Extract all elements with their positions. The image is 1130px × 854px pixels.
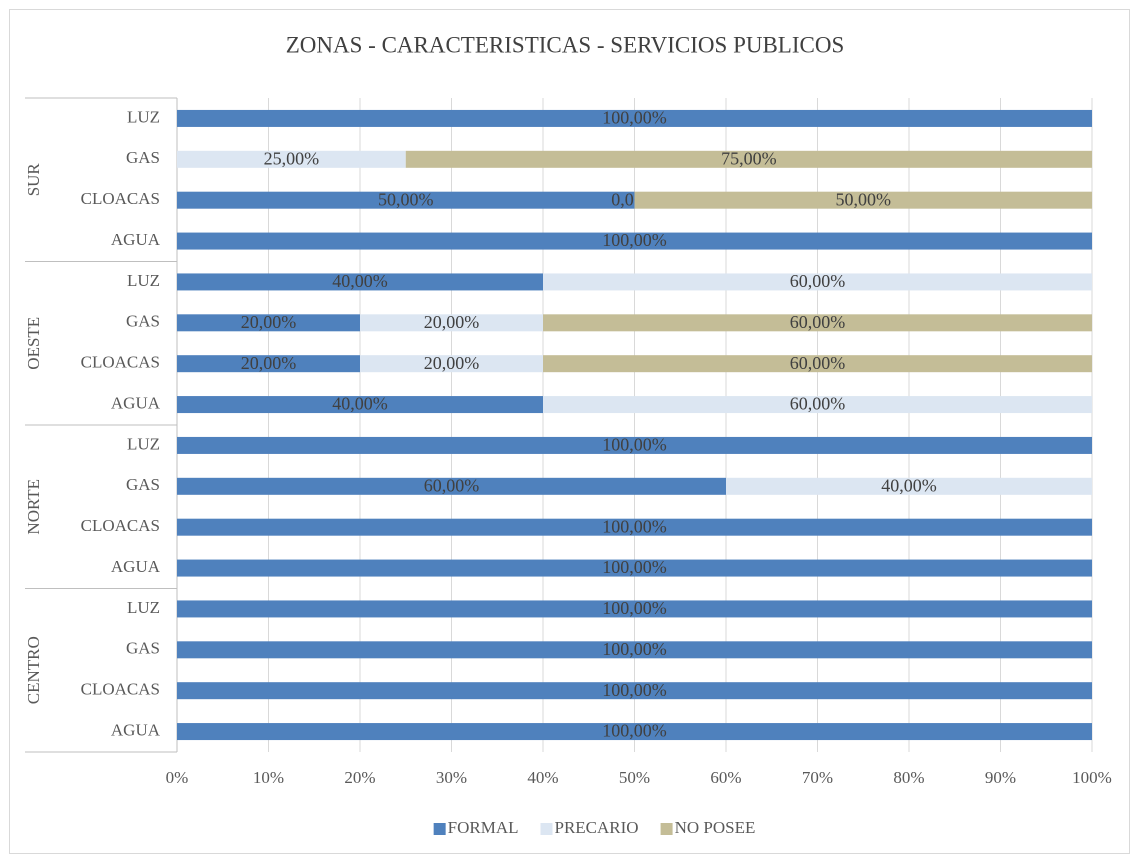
y-tick-label: GAS xyxy=(126,475,160,494)
x-tick-label: 100% xyxy=(1072,768,1112,787)
data-label: 100,00% xyxy=(602,108,667,128)
x-tick-label: 60% xyxy=(710,768,741,787)
x-tick-label: 0% xyxy=(166,768,189,787)
x-tick-label: 50% xyxy=(619,768,650,787)
legend-swatch xyxy=(540,823,553,835)
data-label: 20,00% xyxy=(424,353,480,373)
data-label: 20,00% xyxy=(241,312,297,332)
chart-border xyxy=(9,9,1130,854)
y-tick-label: CLOACAS xyxy=(81,353,160,372)
group-label: SUR xyxy=(24,163,43,197)
data-label: 100,00% xyxy=(602,721,667,741)
data-label: 100,00% xyxy=(602,435,667,455)
bar-segment xyxy=(177,600,1092,618)
data-label: 20,00% xyxy=(241,353,297,373)
bar-segment xyxy=(360,355,543,373)
data-label: 25,00% xyxy=(264,148,320,168)
data-label: 20,00% xyxy=(424,312,480,332)
bar-segment xyxy=(360,314,543,332)
legend-swatch xyxy=(433,823,446,835)
y-tick-label: AGUA xyxy=(111,720,161,739)
x-tick-label: 80% xyxy=(893,768,924,787)
data-label: 75,00% xyxy=(721,148,777,168)
x-tick-label: 70% xyxy=(802,768,833,787)
x-tick-label: 20% xyxy=(344,768,375,787)
data-label: 60,00% xyxy=(790,353,846,373)
bar-segment xyxy=(177,273,543,291)
data-label: 50,00% xyxy=(378,189,434,209)
data-label: 100,00% xyxy=(602,639,667,659)
bar-segment xyxy=(177,355,360,373)
chart-title: ZONAS - CARACTERISTICAS - SERVICIOS PUBL… xyxy=(286,32,845,57)
legend-item: NO POSEE xyxy=(660,818,756,837)
bar-segment xyxy=(177,682,1092,700)
y-tick-label: AGUA xyxy=(111,393,161,412)
data-label: 60,00% xyxy=(424,475,480,495)
data-label: 40,00% xyxy=(881,475,937,495)
legend-item: FORMAL xyxy=(433,818,519,837)
y-tick-label: LUZ xyxy=(127,271,160,290)
bar-segment xyxy=(177,559,1092,577)
x-tick-label: 10% xyxy=(253,768,284,787)
data-label: 60,00% xyxy=(790,312,846,332)
bar-segment xyxy=(543,355,1092,373)
bar-segment xyxy=(177,723,1092,741)
bar-segment xyxy=(177,641,1092,659)
y-tick-label: LUZ xyxy=(127,598,160,617)
x-tick-label: 30% xyxy=(436,768,467,787)
y-tick-label: LUZ xyxy=(127,434,160,453)
y-tick-label: GAS xyxy=(126,148,160,167)
x-tick-label: 90% xyxy=(985,768,1016,787)
legend-label: PRECARIO xyxy=(555,818,639,837)
group-label: OESTE xyxy=(24,317,43,370)
data-label: 100,00% xyxy=(602,680,667,700)
bar-segment xyxy=(543,273,1092,291)
y-tick-label: AGUA xyxy=(111,230,161,249)
data-label: 100,00% xyxy=(602,557,667,577)
bar-segment xyxy=(405,150,1092,168)
bar-segment xyxy=(543,314,1092,332)
bar-segment xyxy=(177,477,726,495)
y-tick-label: GAS xyxy=(126,312,160,331)
data-label: 40,00% xyxy=(332,271,388,291)
legend-label: NO POSEE xyxy=(675,818,756,837)
data-label: 100,00% xyxy=(602,598,667,618)
y-tick-label: GAS xyxy=(126,639,160,658)
legend-item: PRECARIO xyxy=(540,818,639,837)
data-label: 100,00% xyxy=(602,230,667,250)
data-label: 100,00% xyxy=(602,516,667,536)
bar-segment xyxy=(177,518,1092,536)
data-label: 40,00% xyxy=(332,394,388,414)
legend-label: FORMAL xyxy=(448,818,519,837)
y-tick-label: AGUA xyxy=(111,557,161,576)
bar-segment xyxy=(177,150,406,168)
y-tick-label: LUZ xyxy=(127,107,160,126)
bar-segment xyxy=(177,314,360,332)
bar-segment xyxy=(543,396,1092,414)
data-label: 60,00% xyxy=(790,394,846,414)
x-tick-label: 40% xyxy=(527,768,558,787)
y-tick-label: CLOACAS xyxy=(81,516,160,535)
y-tick-label: CLOACAS xyxy=(81,189,160,208)
bar-segment xyxy=(177,109,1092,127)
bar-segment xyxy=(177,232,1092,250)
bar-segment xyxy=(634,191,1092,209)
legend-swatch xyxy=(660,823,673,835)
data-label: 60,00% xyxy=(790,271,846,291)
y-tick-label: CLOACAS xyxy=(81,680,160,699)
bar-segment xyxy=(177,191,635,209)
group-label: CENTRO xyxy=(24,636,43,704)
bar-segment xyxy=(177,396,543,414)
bar-segment xyxy=(726,477,1092,495)
bar-segment xyxy=(177,436,1092,454)
data-label: 50,00% xyxy=(836,189,892,209)
group-label: NORTE xyxy=(24,479,43,535)
